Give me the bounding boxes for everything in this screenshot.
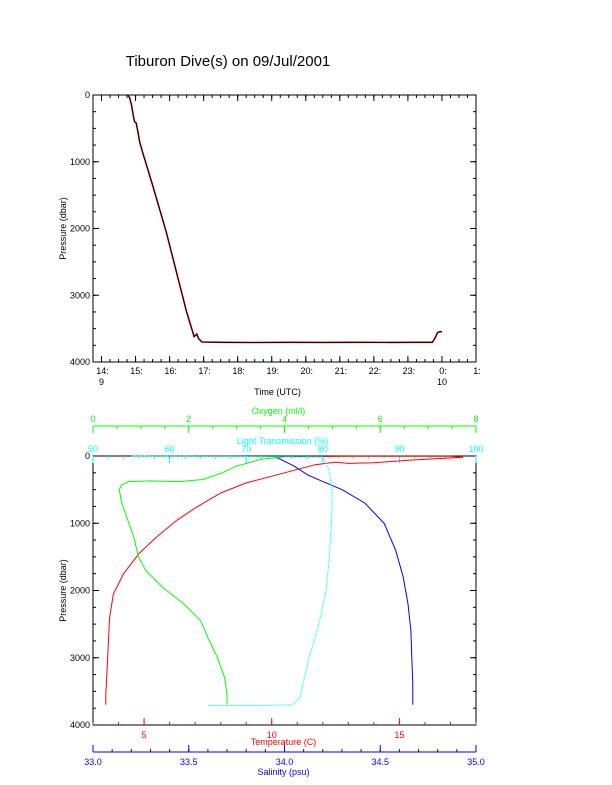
y-tick-label: 3000: [70, 290, 90, 300]
salinity-tick-label: 33.5: [180, 757, 198, 767]
y-tick-label: 1000: [70, 157, 90, 167]
oxygen-tick-label: 6: [378, 414, 383, 424]
light-tick-label: 50: [88, 444, 98, 454]
profile-y-tick-label: 1000: [70, 518, 90, 528]
y-tick-label: 2000: [70, 224, 90, 234]
oxygen-tick-label: 0: [90, 414, 95, 424]
x-tick-label: 23:: [403, 366, 416, 376]
salinity-tick-label: 33.0: [84, 757, 102, 767]
oxygen-tick-label: 2: [186, 414, 191, 424]
temperature-tick-label: 10: [267, 730, 277, 740]
salinity-tick-label: 35.0: [467, 757, 485, 767]
profile-y-tick-label: 4000: [70, 720, 90, 730]
x-tick-label: 21:: [335, 366, 348, 376]
light-tick-label: 60: [165, 444, 175, 454]
profile-y-tick-label: 2000: [70, 586, 90, 596]
x-axis-label: Time (UTC): [254, 387, 301, 397]
y-tick-label: 0: [85, 90, 90, 100]
x-tick-label: 0:: [439, 366, 447, 376]
oxygen-tick-label: 4: [282, 414, 287, 424]
light-axis-label: Light Transmission (%): [237, 436, 329, 446]
profile-y-tick-label: 3000: [70, 653, 90, 663]
x-tick-label: 17:: [198, 366, 211, 376]
time-pressure-chart: 0 1000 2000 3000 4000 14:9 15: 16: 17: 18: 19: 20: 2…: [58, 90, 481, 397]
x-tick-label: 20:: [301, 366, 314, 376]
x-tick-label: 19:: [266, 366, 279, 376]
temperature-profile-line: [105, 455, 464, 705]
x-tick-label: 15:: [130, 366, 143, 376]
x-tick-sublabel: 9: [99, 377, 104, 387]
temperature-axis-label: Temperature (C): [251, 737, 317, 747]
salinity-axis-label: Salinity (psu): [257, 767, 309, 777]
salinity-tick-label: 34.0: [276, 757, 294, 767]
oxygen-tick-label: 8: [473, 414, 478, 424]
x-tick-label: 14:: [96, 366, 109, 376]
light-tick-label: 70: [241, 444, 251, 454]
light-profile-line: [131, 455, 333, 706]
y-tick-label: 4000: [70, 357, 90, 367]
x-tick-label: 22:: [369, 366, 382, 376]
profile-y-tick-label: 0: [85, 451, 90, 461]
plot-frame: [92, 94, 477, 363]
salinity-profile-line: [274, 456, 414, 705]
chart-title: Tiburon Dive(s) on 09/Jul/2001: [126, 53, 331, 70]
temperature-tick-label: 15: [394, 730, 404, 740]
salinity-tick-label: 34.5: [371, 757, 389, 767]
x-tick-label: 18:: [232, 366, 245, 376]
x-tick-label: 16:: [164, 366, 177, 376]
temperature-tick-label: 5: [142, 730, 147, 740]
oxygen-profile-line: [118, 456, 285, 705]
x-tick-label: 1:: [473, 366, 481, 376]
profile-frame: [92, 455, 477, 726]
dive-trace-shadow: [127, 94, 443, 344]
light-tick-label: 90: [394, 444, 404, 454]
oxygen-axis-label: Oxygen (ml/l): [252, 406, 306, 416]
light-tick-label: 80: [318, 444, 328, 454]
y-axis-label: Pressure (dbar): [58, 197, 68, 260]
dive-trace-line: [127, 94, 443, 343]
light-tick-label: 100: [468, 444, 483, 454]
profile-y-axis-label: Pressure (dbar): [58, 559, 68, 622]
x-tick-sublabel: 10: [437, 377, 447, 387]
